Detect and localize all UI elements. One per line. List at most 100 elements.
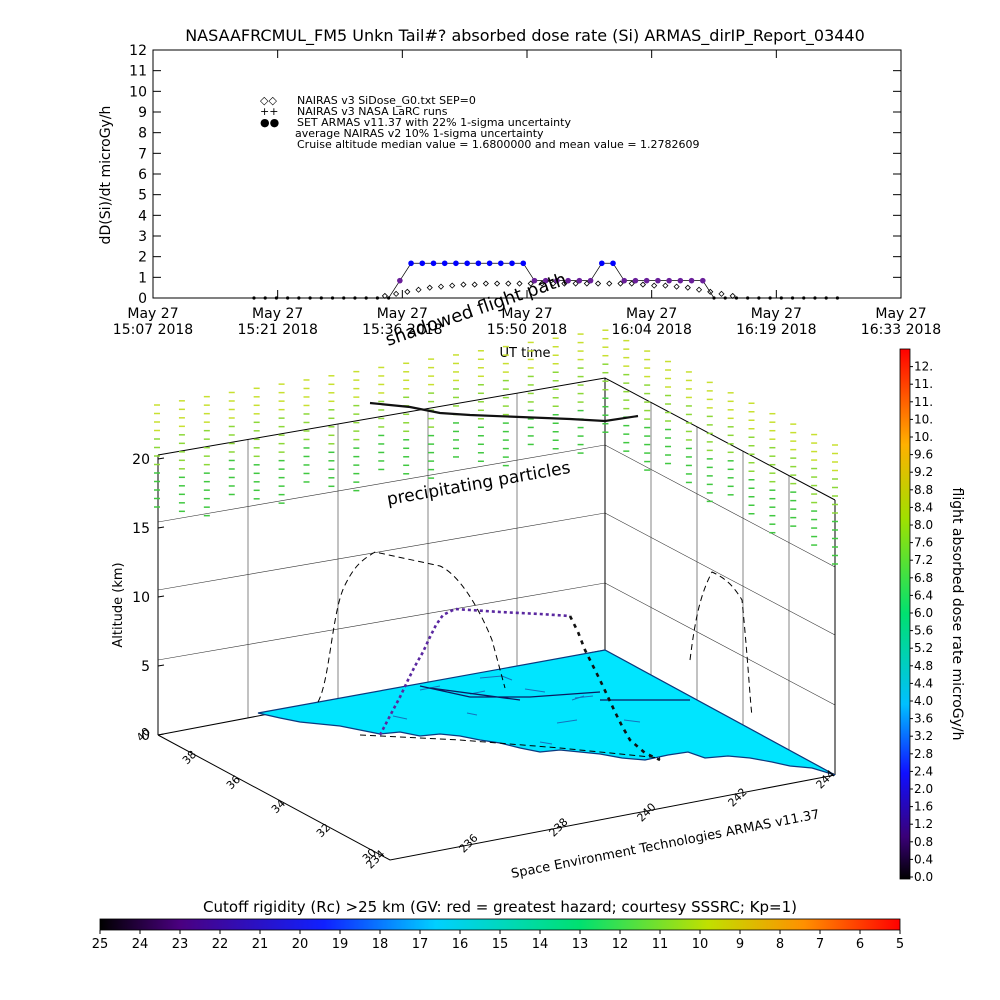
longitude-tick-label: 236 <box>457 832 481 856</box>
colorbar-right-tick-label: 0.8 <box>914 835 933 849</box>
longitude-tick-label: 240 <box>635 801 659 825</box>
nairas-point <box>707 288 714 295</box>
latitude-tick-label: 38 <box>180 748 199 767</box>
legend-symbol: ●● <box>260 116 279 129</box>
colorbar-right-strip <box>899 348 911 880</box>
armas-point <box>576 277 583 284</box>
nairas-point <box>527 280 534 287</box>
armas-point <box>397 277 403 284</box>
nairas-point <box>673 283 680 290</box>
nairas-point <box>494 280 501 287</box>
longitude-tick-label: 238 <box>547 816 571 840</box>
altitude-tick-mark <box>157 664 165 667</box>
colorbar-bottom-tick-label: 23 <box>172 937 189 952</box>
y-tick-label: 0 <box>138 291 147 307</box>
nairas-point <box>538 280 546 287</box>
armas-point <box>699 277 706 284</box>
x-tick-time: 16:33 2018 <box>861 322 941 338</box>
colorbar-right-tick-label: 10. <box>914 412 933 426</box>
armas-point <box>498 260 504 267</box>
altitude-tick-label: 20 <box>132 452 150 468</box>
armas-point <box>453 260 459 267</box>
altitude-tick-mark <box>157 733 165 736</box>
x-tick-time: 15:07 2018 <box>113 322 193 338</box>
armas-point <box>364 296 368 300</box>
armas-point <box>802 296 806 300</box>
y-tick-label: 3 <box>138 229 147 245</box>
armas-point <box>274 296 279 300</box>
x-tick-time: 15:50 2018 <box>487 322 567 338</box>
armas-point <box>342 296 346 300</box>
armas-point <box>666 277 672 284</box>
latitude-tick-label: 32 <box>314 821 333 840</box>
armas-point <box>632 277 639 284</box>
colorbar-bottom-tick-label: 9 <box>736 937 744 952</box>
colorbar-right-tick-label: 9.2 <box>914 465 933 479</box>
cutoff-rigidity-surface <box>257 649 836 776</box>
colorbar-bottom-tick-label: 12 <box>612 937 629 952</box>
legend-symbol: ◇◇ <box>260 94 277 107</box>
armas-point <box>835 296 840 300</box>
nairas-point <box>426 284 433 291</box>
armas-point <box>542 277 549 284</box>
altitude-tick-label: 10 <box>132 590 150 606</box>
armas-point <box>790 296 795 300</box>
colorbar-bottom-tick-label: 25 <box>92 937 109 952</box>
armas-point <box>286 296 290 300</box>
box-frame <box>157 377 836 861</box>
colorbar-right-tick-label: 6.4 <box>914 588 933 602</box>
longitude-tick-label: 242 <box>726 786 750 810</box>
colorbar-right-tick-label: 6.8 <box>914 571 933 585</box>
colorbar-right-tick-label: 3.2 <box>914 729 933 743</box>
colorbar-right-tick-label: 1.2 <box>914 817 933 831</box>
colorbar-bottom-tick-label: 13 <box>572 937 589 952</box>
box-grid <box>157 393 836 750</box>
nairas-point <box>684 284 691 291</box>
flight-trajectory <box>378 607 661 762</box>
altitude-axis-label: Altitude (km) <box>111 562 126 647</box>
colorbar-bottom-tick-label: 17 <box>412 937 429 952</box>
armas-point <box>768 296 772 300</box>
nairas-point <box>381 292 388 299</box>
armas-point <box>531 277 538 284</box>
nairas-point <box>437 283 445 290</box>
colorbar-bottom-tick-label: 24 <box>132 937 149 952</box>
x-tick-time: 15:36 2018 <box>362 322 442 338</box>
armas-point <box>554 277 560 284</box>
colorbar-right-tick-label: 9.6 <box>914 448 933 462</box>
armas-point <box>419 260 426 267</box>
nairas-point <box>617 280 624 287</box>
armas-point <box>621 277 628 284</box>
x-tick-date: May 27 <box>252 306 303 322</box>
x-tick-time: 15:21 2018 <box>237 322 317 338</box>
armas-point <box>779 296 783 300</box>
nairas-point <box>415 286 422 293</box>
altitude-tick-label: 15 <box>132 521 150 537</box>
colorbar-right-tick-label: 11. <box>914 377 933 391</box>
armas-point <box>486 260 493 267</box>
armas-point <box>475 260 482 267</box>
longitude-tick-label: 244 <box>814 768 838 792</box>
colorbar-right-tick-label: 10. <box>914 430 933 444</box>
colorbar-right-tick-label: 2.4 <box>914 764 933 778</box>
nairas-point <box>662 282 669 289</box>
legend-label: Cruise altitude median value = 1.6800000… <box>297 138 700 151</box>
armas-point <box>824 296 828 300</box>
y-tick-label: 4 <box>138 208 147 224</box>
armas-point <box>734 296 739 300</box>
nairas-point <box>594 280 602 287</box>
armas-point <box>587 277 594 284</box>
colorbar-bottom-tick-label: 22 <box>212 937 229 952</box>
y-tick-label: 12 <box>129 43 147 59</box>
credit-text: Space Environment Technologies ARMAS v11… <box>510 807 821 882</box>
colorbar-bottom-tick-label: 16 <box>452 937 469 952</box>
colorbar-bottom-tick-label: 15 <box>492 937 509 952</box>
y-tick-label: 9 <box>138 105 147 121</box>
latitude-tick-label: 36 <box>224 773 243 792</box>
armas-point <box>813 296 817 300</box>
colorbar-right-tick-label: 8.4 <box>914 500 933 514</box>
armas-point <box>655 277 661 284</box>
colorbar-right-tick-label: 6.0 <box>914 606 933 620</box>
armas-point <box>509 260 515 267</box>
x-tick-date: May 27 <box>626 306 677 322</box>
